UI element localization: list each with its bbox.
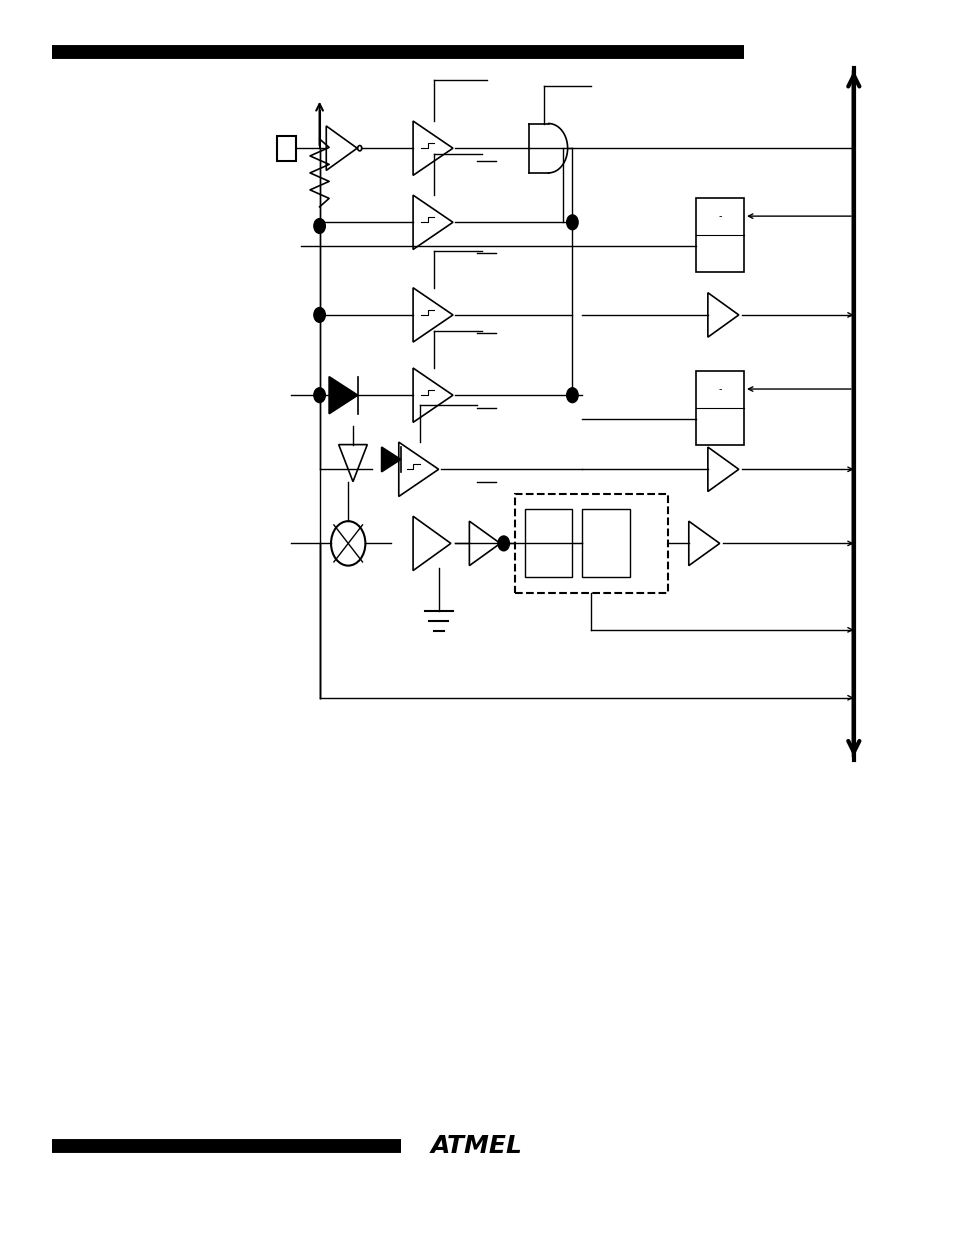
Circle shape [497,536,509,551]
Text: ATMEL: ATMEL [431,1134,522,1158]
Bar [276,136,295,161]
Bar [696,198,743,272]
Text: -: - [718,211,721,221]
Text: -: - [718,384,721,394]
Polygon shape [329,377,357,414]
Circle shape [566,388,578,403]
Circle shape [314,308,325,322]
Circle shape [566,215,578,230]
Bar [696,370,743,445]
Bar [581,509,629,577]
Circle shape [314,219,325,233]
Circle shape [314,388,325,403]
Polygon shape [381,447,400,472]
Bar [515,494,667,593]
Bar [524,509,572,577]
